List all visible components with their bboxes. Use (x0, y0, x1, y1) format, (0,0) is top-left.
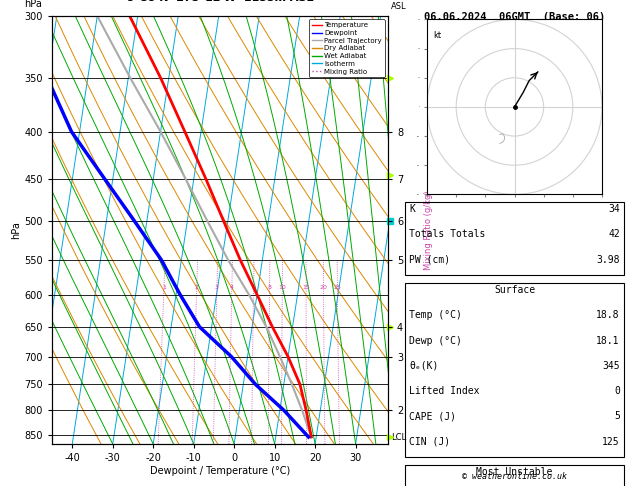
Text: 2: 2 (195, 285, 199, 290)
Text: 06.06.2024  06GMT  (Base: 06): 06.06.2024 06GMT (Base: 06) (424, 12, 605, 22)
Text: 15: 15 (302, 285, 310, 290)
Text: hPa: hPa (24, 0, 42, 9)
Text: km
ASL: km ASL (391, 0, 407, 11)
Text: 9°59'N  275°12'W  1155m ASL: 9°59'N 275°12'W 1155m ASL (127, 0, 313, 3)
Text: LCL: LCL (391, 433, 406, 442)
Legend: Temperature, Dewpoint, Parcel Trajectory, Dry Adiabat, Wet Adiabat, Isotherm, Mi: Temperature, Dewpoint, Parcel Trajectory… (309, 19, 384, 77)
Text: CAPE (J): CAPE (J) (409, 411, 456, 421)
Text: Dewp (°C): Dewp (°C) (409, 335, 462, 346)
Text: CIN (J): CIN (J) (409, 436, 450, 447)
Bar (404, 282, 625, 457)
Text: 8: 8 (267, 285, 272, 290)
Text: kt: kt (433, 31, 441, 40)
Text: 0: 0 (614, 386, 620, 396)
Y-axis label: Mixing Ratio (g/kg): Mixing Ratio (g/kg) (424, 190, 433, 270)
Text: PW (cm): PW (cm) (409, 255, 450, 265)
Text: Most Unstable: Most Unstable (476, 467, 553, 477)
Text: θₑ(K): θₑ(K) (409, 361, 438, 371)
Text: 125: 125 (602, 436, 620, 447)
Text: 6: 6 (252, 285, 255, 290)
Text: Temp (°C): Temp (°C) (409, 310, 462, 320)
Text: 18.1: 18.1 (596, 335, 620, 346)
Text: Totals Totals: Totals Totals (409, 229, 486, 240)
X-axis label: Dewpoint / Temperature (°C): Dewpoint / Temperature (°C) (150, 466, 290, 476)
Text: K: K (409, 204, 415, 214)
Text: Surface: Surface (494, 285, 535, 295)
Text: © weatheronline.co.uk: © weatheronline.co.uk (462, 472, 567, 481)
Text: 25: 25 (333, 285, 342, 290)
Text: 3: 3 (215, 285, 219, 290)
Text: 10: 10 (279, 285, 286, 290)
Text: Lifted Index: Lifted Index (409, 386, 480, 396)
Bar (404, 202, 625, 275)
Text: 34: 34 (608, 204, 620, 214)
Text: 5: 5 (614, 411, 620, 421)
Text: 18.8: 18.8 (596, 310, 620, 320)
Text: 42: 42 (608, 229, 620, 240)
Text: 4: 4 (230, 285, 234, 290)
Text: 20: 20 (320, 285, 328, 290)
Text: 3.98: 3.98 (596, 255, 620, 265)
Y-axis label: hPa: hPa (11, 221, 21, 239)
Bar (404, 465, 625, 486)
Text: 1: 1 (162, 285, 166, 290)
Text: 345: 345 (602, 361, 620, 371)
